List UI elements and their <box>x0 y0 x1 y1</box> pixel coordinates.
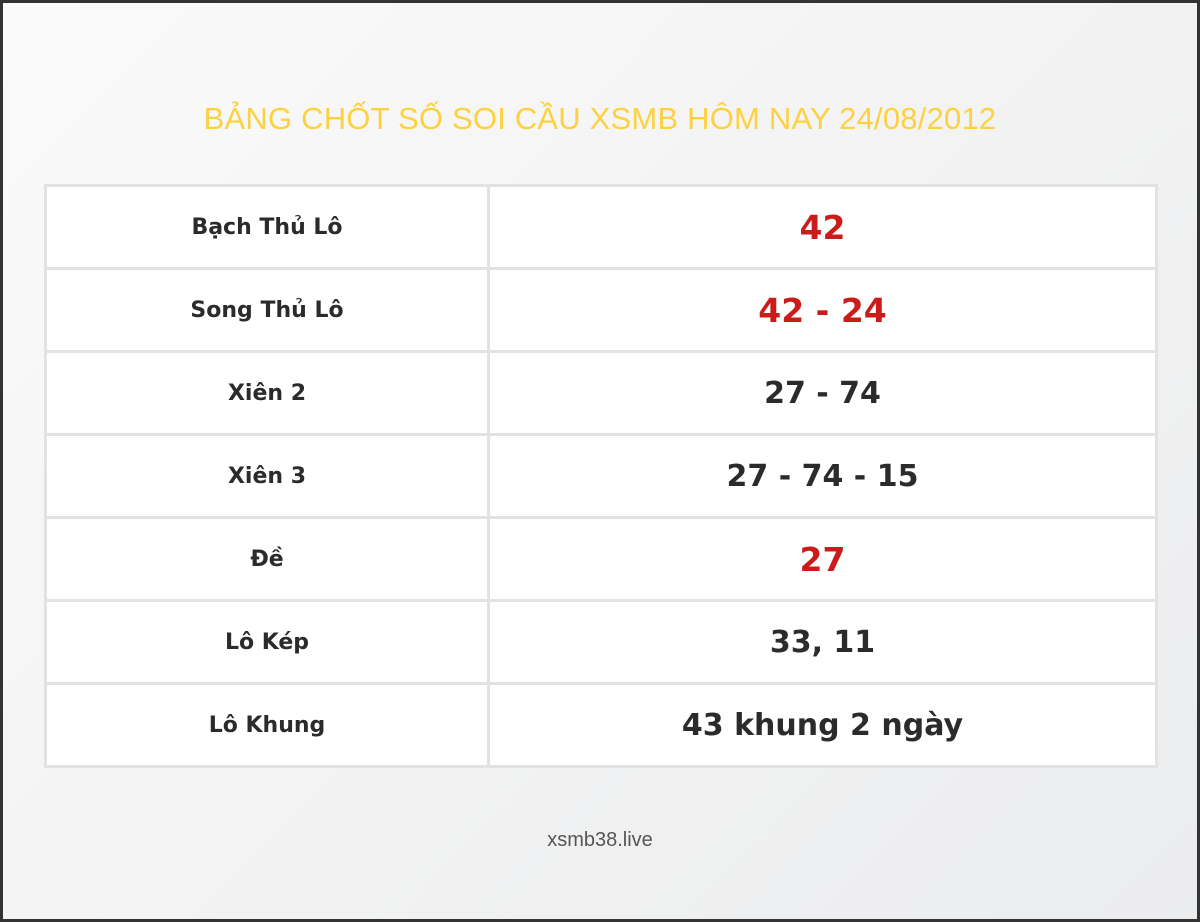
row-value: 42 - 24 <box>487 267 1158 353</box>
row-label: Xiên 2 <box>44 350 490 436</box>
row-label: Xiên 3 <box>44 433 490 519</box>
row-label: Bạch Thủ Lô <box>44 184 490 270</box>
row-label: Song Thủ Lô <box>44 267 490 353</box>
row-label: Lô Khung <box>44 682 490 768</box>
table-row: Đề 27 <box>44 516 1158 602</box>
table-row: Bạch Thủ Lô 42 <box>44 184 1158 270</box>
page-title: BẢNG CHỐT SỐ SOI CẦU XSMB HÔM NAY 24/08/… <box>203 101 997 136</box>
row-label: Lô Kép <box>44 599 490 685</box>
table-row: Song Thủ Lô 42 - 24 <box>44 267 1158 353</box>
table-row: Xiên 3 27 - 74 - 15 <box>44 433 1158 519</box>
site-watermark: xsmb38.live <box>547 829 653 851</box>
row-value: 27 - 74 - 15 <box>487 433 1158 519</box>
row-value: 43 khung 2 ngày <box>487 682 1158 768</box>
table-row: Xiên 2 27 - 74 <box>44 350 1158 436</box>
row-value: 27 - 74 <box>487 350 1158 436</box>
row-value: 33, 11 <box>487 599 1158 685</box>
row-label: Đề <box>44 516 490 602</box>
row-value: 27 <box>487 516 1158 602</box>
table-row: Lô Khung 43 khung 2 ngày <box>44 682 1158 768</box>
row-value: 42 <box>487 184 1158 270</box>
table-row: Lô Kép 33, 11 <box>44 599 1158 685</box>
